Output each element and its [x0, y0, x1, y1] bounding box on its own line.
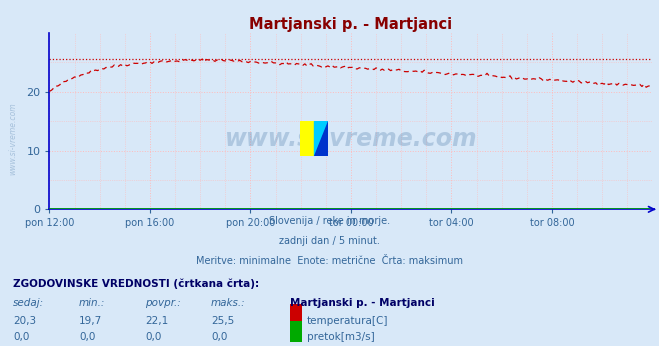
- Text: www.si-vreme.com: www.si-vreme.com: [8, 102, 17, 175]
- Text: www.si-vreme.com: www.si-vreme.com: [225, 127, 477, 151]
- Text: sedaj:: sedaj:: [13, 298, 44, 308]
- Polygon shape: [314, 121, 328, 156]
- Text: 20,3: 20,3: [13, 316, 36, 326]
- Text: 0,0: 0,0: [79, 332, 96, 342]
- Polygon shape: [314, 121, 328, 156]
- Text: 22,1: 22,1: [145, 316, 168, 326]
- Text: 0,0: 0,0: [145, 332, 161, 342]
- Title: Martjanski p. - Martjanci: Martjanski p. - Martjanci: [249, 17, 453, 32]
- Text: 0,0: 0,0: [13, 332, 30, 342]
- Text: maks.:: maks.:: [211, 298, 246, 308]
- Text: Martjanski p. - Martjanci: Martjanski p. - Martjanci: [290, 298, 435, 308]
- Text: 25,5: 25,5: [211, 316, 234, 326]
- Bar: [300, 121, 314, 156]
- Text: temperatura[C]: temperatura[C]: [307, 316, 389, 326]
- Text: min.:: min.:: [79, 298, 105, 308]
- Text: 0,0: 0,0: [211, 332, 227, 342]
- Text: pretok[m3/s]: pretok[m3/s]: [307, 332, 375, 342]
- Text: 19,7: 19,7: [79, 316, 102, 326]
- Text: povpr.:: povpr.:: [145, 298, 181, 308]
- Text: Meritve: minimalne  Enote: metrične  Črta: maksimum: Meritve: minimalne Enote: metrične Črta:…: [196, 256, 463, 266]
- Text: zadnji dan / 5 minut.: zadnji dan / 5 minut.: [279, 236, 380, 246]
- Text: ZGODOVINSKE VREDNOSTI (črtkana črta):: ZGODOVINSKE VREDNOSTI (črtkana črta):: [13, 279, 259, 289]
- Text: Slovenija / reke in morje.: Slovenija / reke in morje.: [269, 216, 390, 226]
